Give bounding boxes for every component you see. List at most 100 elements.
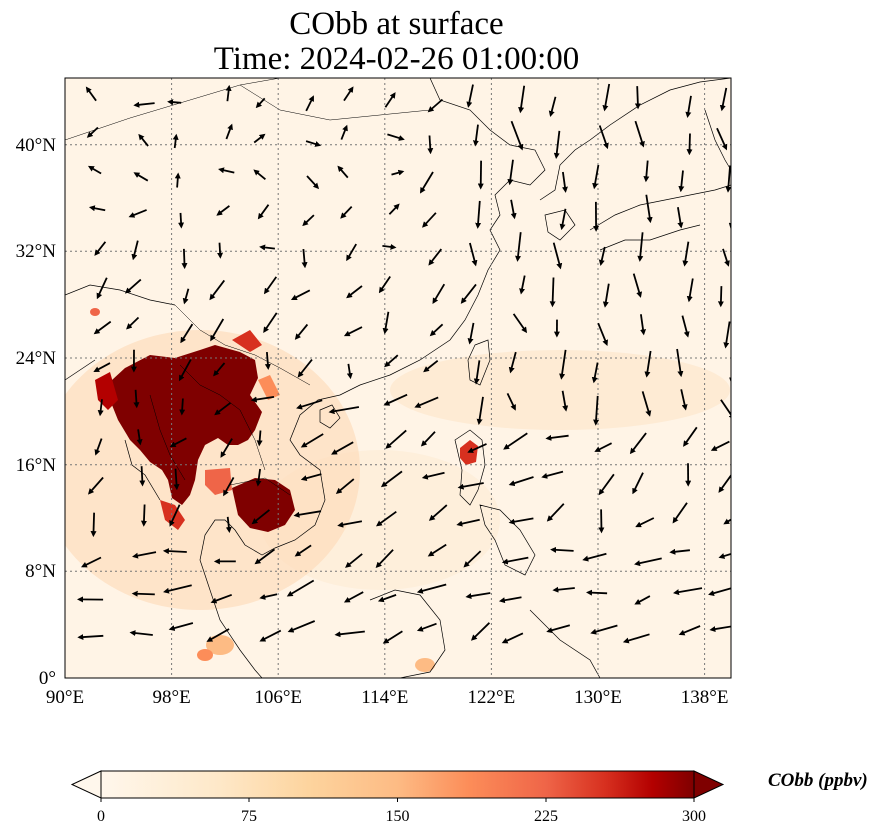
wind-arrow bbox=[169, 504, 181, 527]
coastlines bbox=[65, 78, 731, 678]
wind-arrow bbox=[634, 557, 662, 567]
wind-arrow bbox=[629, 432, 647, 455]
wind-arrow bbox=[81, 556, 102, 568]
wind-arrow bbox=[136, 429, 143, 446]
wind-arrow bbox=[416, 583, 447, 594]
wind-arrow bbox=[343, 86, 354, 102]
wind-arrow bbox=[501, 632, 524, 644]
wind-arrow bbox=[728, 222, 731, 230]
wind-arrow bbox=[427, 135, 434, 155]
wind-arrow bbox=[124, 278, 142, 294]
colorbar-gradient bbox=[100, 770, 695, 799]
lon-tick-label: 114°E bbox=[361, 687, 408, 708]
wind-arrow bbox=[594, 442, 613, 452]
wind-arrow bbox=[250, 396, 275, 403]
wind-arrow bbox=[263, 276, 278, 295]
wind-arrow bbox=[722, 248, 730, 267]
wind-arrow bbox=[719, 87, 728, 112]
wind-arrow bbox=[598, 125, 609, 150]
wind-arrow bbox=[335, 478, 355, 494]
wind-arrow bbox=[680, 389, 688, 411]
wind-arrow bbox=[218, 167, 235, 174]
wind-arrow bbox=[723, 518, 731, 525]
wind-arrow bbox=[139, 466, 146, 487]
wind-arrow bbox=[346, 285, 363, 299]
wind-arrow bbox=[300, 433, 324, 448]
wind-arrow bbox=[723, 321, 731, 349]
wind-arrow bbox=[592, 164, 600, 190]
lat-tick-label: 32°N bbox=[16, 241, 57, 262]
wind-arrow bbox=[387, 133, 405, 141]
wind-arrow bbox=[498, 596, 522, 604]
wind-arrow bbox=[306, 175, 320, 190]
wind-arrow bbox=[637, 232, 644, 262]
wind-arrow bbox=[586, 589, 608, 596]
wind-arrow bbox=[593, 395, 600, 426]
wind-arrow bbox=[469, 242, 478, 267]
wind-arrow bbox=[384, 92, 396, 108]
wind-arrow bbox=[725, 165, 731, 193]
wind-arrow bbox=[548, 96, 557, 118]
wind-arrow bbox=[254, 548, 276, 565]
wind-arrow bbox=[253, 169, 266, 180]
wind-arrow bbox=[382, 243, 397, 250]
wind-arrow bbox=[126, 316, 140, 330]
wind-arrow bbox=[475, 200, 482, 229]
wind-arrow bbox=[508, 476, 534, 487]
wind-arrow bbox=[93, 320, 112, 335]
wind-arrow bbox=[681, 315, 690, 338]
wind-arrow bbox=[561, 171, 568, 193]
wind-arrow bbox=[133, 101, 155, 108]
wind-arrow bbox=[432, 283, 446, 305]
colorbar-tick-label: 0 bbox=[97, 808, 105, 825]
wind-arrow bbox=[343, 591, 364, 603]
lat-tick-label: 24°N bbox=[16, 348, 57, 369]
wind-arrow bbox=[375, 549, 394, 569]
wind-arrow bbox=[634, 120, 645, 148]
colorbar-tick-label: 300 bbox=[682, 808, 706, 825]
wind-arrow bbox=[259, 244, 276, 251]
wind-arrow bbox=[294, 544, 312, 557]
wind-arrow bbox=[519, 275, 526, 295]
wind-arrow bbox=[88, 205, 106, 212]
wind-arrow bbox=[683, 426, 698, 447]
wind-arrow bbox=[225, 516, 232, 533]
wind-arrow bbox=[257, 204, 270, 220]
wind-arrow bbox=[686, 278, 694, 303]
wind-arrow bbox=[334, 630, 365, 638]
wind-arrow bbox=[510, 199, 517, 220]
wind-arrow bbox=[507, 159, 514, 186]
wind-arrow bbox=[635, 517, 655, 528]
wind-arrow bbox=[473, 360, 481, 385]
wind-arrow bbox=[210, 593, 233, 604]
lat-tick-label: 0° bbox=[39, 668, 56, 689]
wind-arrow bbox=[512, 313, 528, 334]
colorbar: 0 75 150 225 300 bbox=[70, 770, 725, 825]
gridlines bbox=[65, 78, 731, 678]
lon-tick-label: 106°E bbox=[254, 687, 302, 708]
wind-arrow bbox=[678, 625, 701, 636]
wind-arrow bbox=[256, 430, 263, 447]
wind-arrow bbox=[460, 283, 477, 304]
wind-arrow bbox=[259, 593, 278, 600]
wind-arrow bbox=[300, 473, 322, 482]
wind-arrow bbox=[182, 288, 190, 305]
wind-arrow bbox=[590, 624, 618, 635]
wind-arrow bbox=[162, 548, 187, 555]
wind-arrow bbox=[718, 552, 731, 559]
wind-arrow bbox=[465, 592, 491, 600]
wind-arrow bbox=[253, 133, 266, 144]
wind-arrow bbox=[382, 311, 390, 335]
wind-arrow bbox=[94, 438, 103, 456]
wind-arrow bbox=[140, 504, 147, 527]
wind-arrow bbox=[173, 468, 180, 491]
wind-arrow bbox=[174, 172, 181, 188]
wind-arrow bbox=[290, 289, 311, 301]
wind-arrow bbox=[472, 124, 479, 147]
wind-arrow bbox=[546, 503, 565, 522]
wind-arrow bbox=[220, 438, 233, 458]
wind-arrow bbox=[709, 625, 731, 633]
wind-arrow bbox=[643, 160, 650, 183]
wind-arrow bbox=[416, 622, 437, 632]
wind-arrow bbox=[302, 214, 315, 227]
